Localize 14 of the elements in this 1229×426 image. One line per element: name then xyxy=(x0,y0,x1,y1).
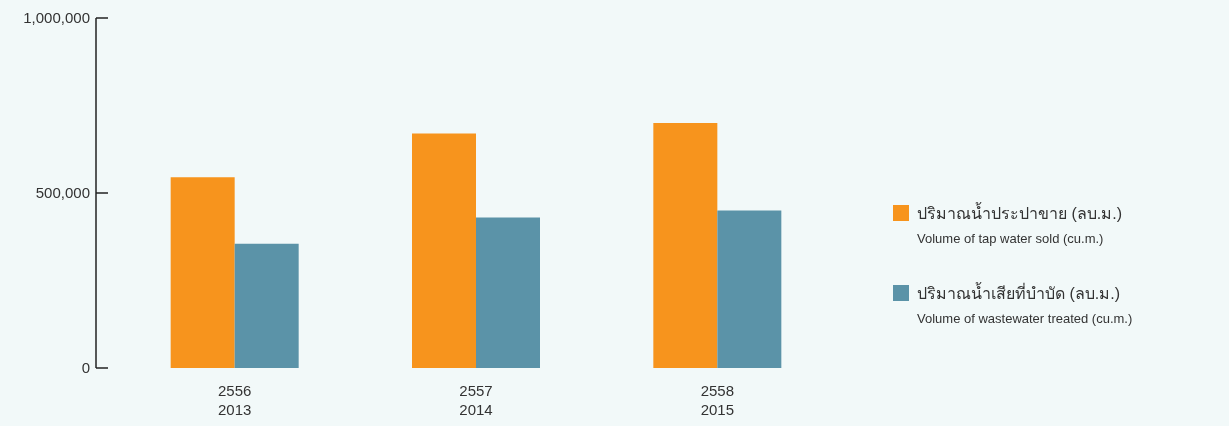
bar xyxy=(476,217,540,368)
bar xyxy=(717,210,782,368)
y-tick-label: 1,000,000 xyxy=(23,9,90,26)
y-tick-label: 500,000 xyxy=(35,184,90,201)
legend-label: ปริมาณน้ำประปาขาย (ลบ.ม.) Volume of tap water sold (cu.m.) xyxy=(917,202,1122,246)
x-tick-label: 2556 2013 xyxy=(217,382,252,418)
bar xyxy=(170,177,235,368)
legend-label: ปริมาณน้ำเสียที่บำบัด (ลบ.ม.) Volume of wastewater treated (cu.m.) xyxy=(917,282,1133,326)
bar xyxy=(412,133,476,368)
bar xyxy=(234,243,299,368)
x-tick-label: 2558 2015 xyxy=(700,382,735,418)
y-tick-label: 0 xyxy=(81,359,90,376)
x-tick-label: 2557 2014 xyxy=(459,382,493,418)
bar xyxy=(653,123,718,368)
